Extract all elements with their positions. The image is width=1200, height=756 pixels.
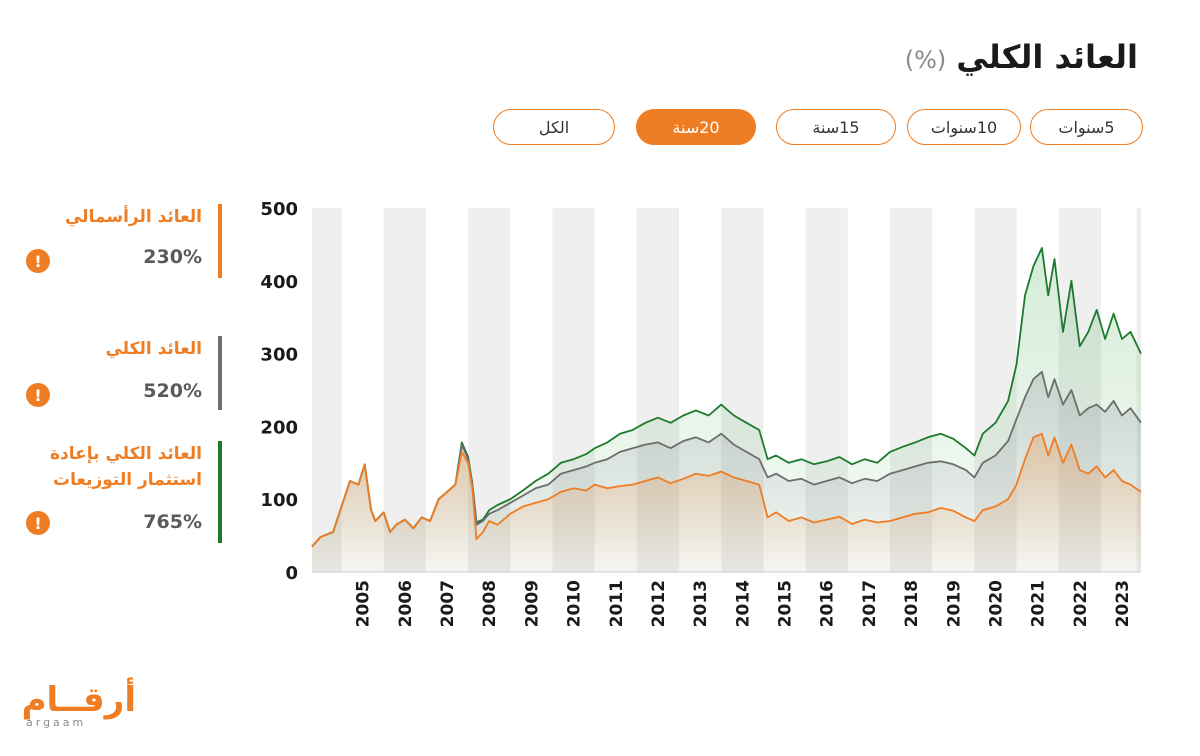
logo-arabic: أرقــام [21,680,136,720]
x-tick-label: 2011 [607,580,627,627]
x-tick-label: 2012 [649,580,669,627]
x-tick-label: 2013 [691,580,711,627]
legend-reinvested-return: العائد الكلي بإعادة استثمار التوزيعات 76… [20,441,222,543]
argaam-logo: أرقــام argaam [21,680,136,736]
x-tick-label: 2016 [818,580,838,627]
y-tick-label: 500 [260,199,298,220]
series-line [311,432,1142,548]
legend-label: العائد الكلي بإعادة استثمار التوزيعات [50,444,202,490]
x-tick-label: 2006 [396,580,416,627]
y-tick-label: 100 [260,490,298,511]
y-tick-label: 300 [260,345,298,366]
logo-latin: argaam [26,716,87,729]
tab-5-years[interactable]: 5سنوات [1030,109,1143,145]
legend-value: 520% [143,380,202,402]
legend-label: العائد الكلي [105,339,202,359]
tab-20-years[interactable]: 20سنة [636,109,756,145]
warning-icon[interactable]: ! [26,511,50,535]
x-tick-label: 2023 [1113,580,1133,627]
y-tick-label: 400 [260,272,298,293]
legend-capital-return: العائد الرأسمالي 230% ! [20,204,222,278]
x-tick-label: 2007 [438,580,458,627]
warning-icon[interactable]: ! [26,249,50,273]
x-tick-label: 2019 [944,580,964,627]
legend-value: 230% [143,246,202,268]
x-tick-label: 2020 [987,580,1007,627]
x-tick-label: 2014 [733,580,753,627]
y-tick-label: 200 [260,417,298,438]
legend-value: 765% [143,511,202,533]
period-tabs: الكل 20سنة 15سنة 10سنوات 5سنوات [493,109,1143,147]
series-area [312,433,1141,572]
legend-label: العائد الرأسمالي [64,207,202,227]
legend-color-bar [218,204,222,278]
tab-all[interactable]: الكل [493,109,615,145]
x-tick-label: 2021 [1029,580,1049,627]
year-band [383,208,426,572]
unit-label: (%) [904,46,947,74]
x-tick-label: 2017 [860,580,880,627]
page-title: العائد الكلي [956,38,1138,76]
y-tick-label: 0 [285,563,298,584]
x-tick-label: 2015 [776,580,796,627]
warning-icon[interactable]: ! [26,383,50,407]
x-tick-label: 2018 [902,580,922,627]
title-row: العائد الكلي (%) [905,38,1138,76]
x-tick-label: 2009 [522,580,542,627]
x-tick-label: 2005 [354,580,374,627]
tab-10-years[interactable]: 10سنوات [907,109,1021,145]
legend-color-bar [218,336,222,410]
x-tick-label: 2010 [565,580,585,627]
x-tick-label: 2008 [480,580,500,627]
legend-color-bar [218,441,222,543]
legend-total-return: العائد الكلي 520% ! [20,336,222,410]
tab-15-years[interactable]: 15سنة [776,109,896,145]
x-tick-label: 2022 [1071,580,1091,627]
year-band [312,208,342,572]
